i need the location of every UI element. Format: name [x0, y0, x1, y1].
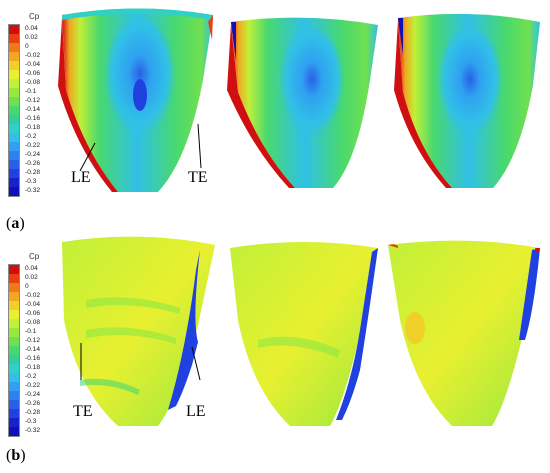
te-label-b: TE: [73, 403, 93, 420]
colorbar-tick-label: -0.16: [25, 354, 41, 362]
colorbar-tick-label: -0.18: [25, 123, 41, 131]
colorbar-tick-label: -0.22: [25, 381, 41, 389]
colorbar-tick-label: -0.02: [25, 51, 41, 59]
colorbar-tick-label: -0.32: [25, 426, 41, 434]
colorbar-tick-label: 0.02: [25, 273, 38, 281]
te-leader-line: [197, 123, 202, 169]
colorbar-tick-label: -0.08: [25, 318, 41, 326]
colorbar-tick-label: -0.18: [25, 363, 41, 371]
colorbar-tick-label: -0.06: [25, 69, 41, 77]
le-leader-line: [79, 142, 96, 172]
colorbar-tick-label: 0.02: [25, 33, 38, 41]
panel-label-b: (b): [6, 447, 26, 464]
colorbar-tick-label: 0: [25, 42, 29, 50]
row-b-contours: [62, 236, 540, 426]
colorbar-stripes: [8, 264, 20, 437]
row-a-contours: [58, 8, 540, 192]
panel-label-a: (a): [6, 215, 25, 232]
colorbar-title: Cp: [29, 12, 40, 21]
blade-a2: [227, 17, 378, 188]
le-leader-line-b: [191, 346, 201, 381]
colorbar-tick-label: -0.2: [25, 132, 37, 140]
blade-a1: [58, 8, 213, 192]
blade-b2: [230, 242, 378, 426]
colorbar-tick-label: -0.16: [25, 114, 41, 122]
colorbar-title: Cp: [29, 252, 40, 261]
le-label-a: LE: [71, 169, 91, 186]
te-label-a: TE: [188, 169, 208, 186]
colorbar-tick-label: -0.26: [25, 159, 41, 167]
colorbar-tick-label: -0.24: [25, 150, 41, 158]
colorbar-tick-label: -0.08: [25, 78, 41, 86]
colorbar-tick-label: -0.32: [25, 186, 41, 194]
colorbar-tick-label: -0.24: [25, 390, 41, 398]
blade-b1: [62, 236, 215, 426]
colorbar-tick-label: -0.3: [25, 417, 37, 425]
colorbar-tick-label: -0.1: [25, 87, 37, 95]
colorbar-tick-label: -0.14: [25, 105, 41, 113]
colorbar-tick-label: -0.06: [25, 309, 41, 317]
colorbar-tick-label: -0.26: [25, 399, 41, 407]
colorbar-tick-label: -0.04: [25, 60, 41, 68]
colorbar-tick-label: 0.04: [25, 24, 38, 32]
colorbar-tick-label: -0.14: [25, 345, 41, 353]
colorbar-tick-label: 0: [25, 282, 29, 290]
le-label-b: LE: [186, 403, 206, 420]
colorbar-tick-label: -0.1: [25, 327, 37, 335]
colorbar-stripes: [8, 24, 20, 197]
colorbar-tick-label: -0.12: [25, 96, 41, 104]
colorbar-tick-label: -0.02: [25, 291, 41, 299]
colorbar-tick-label: -0.28: [25, 168, 41, 176]
colorbar-tick-label: -0.28: [25, 408, 41, 416]
blade-a3: [394, 13, 540, 189]
colorbar-tick-label: -0.3: [25, 177, 37, 185]
blade-b3: [388, 240, 540, 426]
colorbar-tick-label: -0.22: [25, 141, 41, 149]
colorbar-tick-label: -0.04: [25, 300, 41, 308]
colorbar-tick-label: -0.12: [25, 336, 41, 344]
colorbar-tick-label: -0.2: [25, 372, 37, 380]
colorbar-tick-label: 0.04: [25, 264, 38, 272]
